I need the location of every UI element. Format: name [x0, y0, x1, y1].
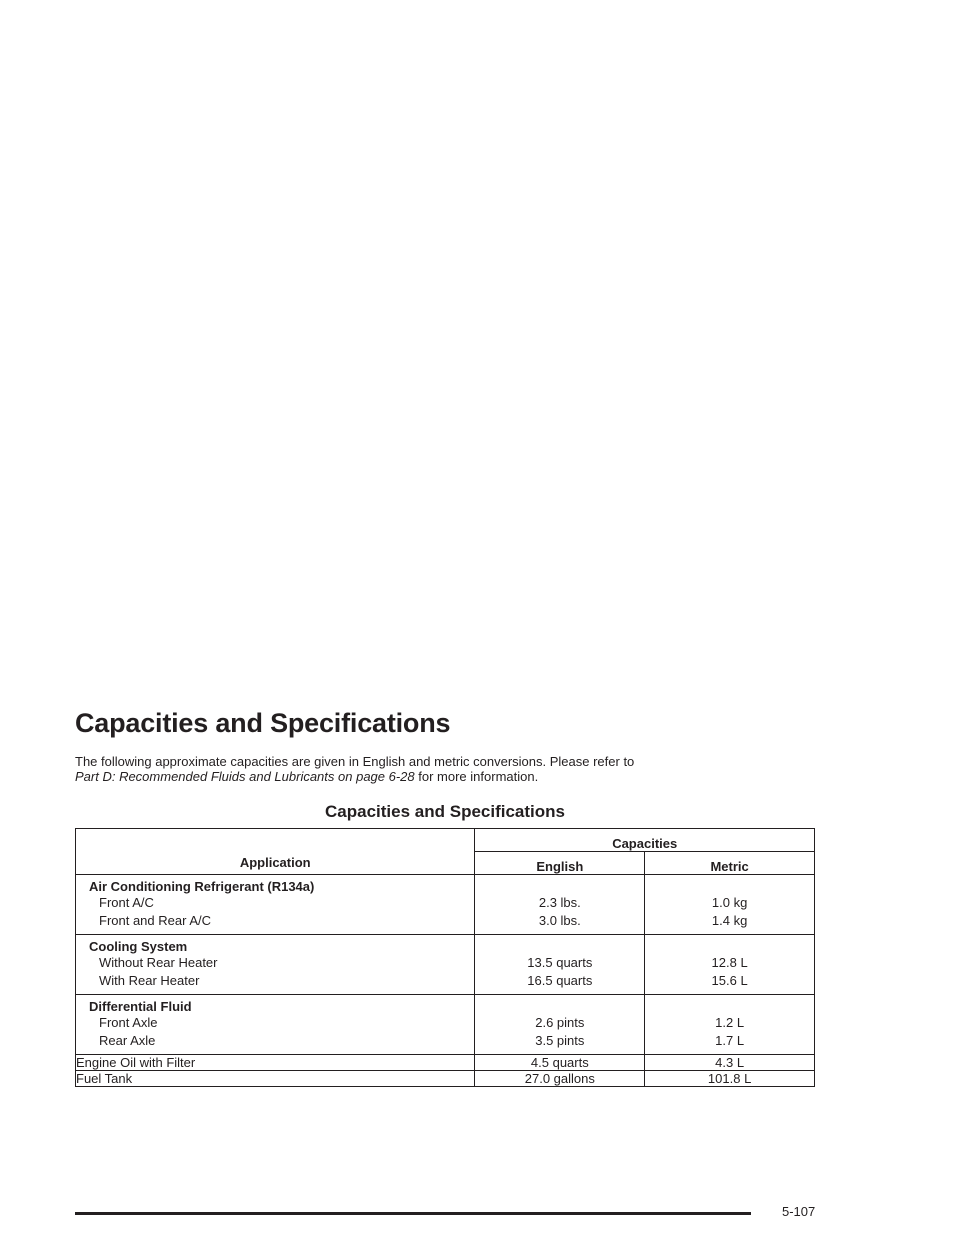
application-cell: Cooling System Without Rear Heater With …	[74, 934, 476, 995]
metric-value: 1.4 kg	[711, 913, 748, 928]
item-label: Front A/C	[99, 895, 154, 910]
english-value: 4.5 quarts	[474, 1054, 646, 1071]
table-row: Air Conditioning Refrigerant (R134a) Fro…	[74, 874, 815, 935]
application-cell: Air Conditioning Refrigerant (R134a) Fro…	[74, 874, 476, 935]
fluids-reference-link[interactable]: Part D: Recommended Fluids and Lubricant…	[75, 769, 415, 784]
english-value: 13.5 quarts	[527, 955, 593, 970]
english-value: 16.5 quarts	[527, 973, 593, 988]
page-number: 5-107	[782, 1204, 816, 1219]
english-value: 3.0 lbs.	[538, 913, 581, 928]
group-title: Cooling System	[89, 939, 188, 954]
english-value: 3.5 pints	[535, 1033, 585, 1048]
application-cell: Differential Fluid Front Axle Rear Axle	[74, 994, 476, 1055]
table-row: Cooling System Without Rear Heater With …	[74, 934, 815, 995]
capacities-table: Application Capacities English Metric Ai…	[74, 828, 815, 1087]
metric-cell: 1.2 L 1.7 L	[644, 994, 815, 1055]
metric-value: 101.8 L	[644, 1070, 815, 1087]
intro-text: The following approximate capacities are…	[75, 754, 635, 769]
english-value: 2.6 pints	[535, 1015, 585, 1030]
metric-value: 12.8 L	[711, 955, 748, 970]
item-label: Rear Axle	[99, 1033, 156, 1048]
footer-rule	[75, 1212, 751, 1215]
column-header-capacities: Capacities	[474, 828, 815, 852]
column-header-metric: Metric	[644, 851, 815, 875]
metric-value: 4.3 L	[644, 1054, 815, 1071]
item-label: With Rear Heater	[99, 973, 200, 988]
english-cell: 2.6 pints 3.5 pints	[474, 994, 646, 1055]
english-value: 2.3 lbs.	[538, 895, 581, 910]
application-cell: Engine Oil with Filter	[74, 1054, 476, 1071]
metric-value: 1.7 L	[715, 1033, 745, 1048]
english-cell: 2.3 lbs. 3.0 lbs.	[474, 874, 646, 935]
table-title: Capacities and Specifications	[325, 802, 565, 821]
metric-value: 1.0 kg	[711, 895, 748, 910]
table-row: Differential Fluid Front Axle Rear Axle …	[74, 994, 815, 1055]
application-cell: Fuel Tank	[74, 1070, 476, 1087]
metric-cell: 1.0 kg 1.4 kg	[644, 874, 815, 935]
metric-value: 1.2 L	[715, 1015, 745, 1030]
english-cell: 13.5 quarts 16.5 quarts	[474, 934, 646, 995]
metric-value: 15.6 L	[711, 973, 748, 988]
item-label: Front Axle	[99, 1015, 158, 1030]
table-row: Engine Oil with Filter 4.5 quarts 4.3 L	[74, 1054, 815, 1071]
intro-tail: for more information.	[418, 769, 539, 784]
item-label: Front and Rear A/C	[99, 913, 211, 928]
group-title: Differential Fluid	[89, 999, 192, 1014]
section-title: Capacities and Specifications	[75, 708, 451, 738]
column-header-application: Application	[74, 828, 476, 875]
table-row: Fuel Tank 27.0 gallons 101.8 L	[74, 1070, 815, 1087]
intro-paragraph: The following approximate capacities are…	[75, 754, 835, 784]
column-header-english: English	[474, 851, 646, 875]
group-title: Air Conditioning Refrigerant (R134a)	[89, 879, 315, 894]
item-label: Without Rear Heater	[99, 955, 218, 970]
english-value: 27.0 gallons	[474, 1070, 646, 1087]
metric-cell: 12.8 L 15.6 L	[644, 934, 815, 995]
